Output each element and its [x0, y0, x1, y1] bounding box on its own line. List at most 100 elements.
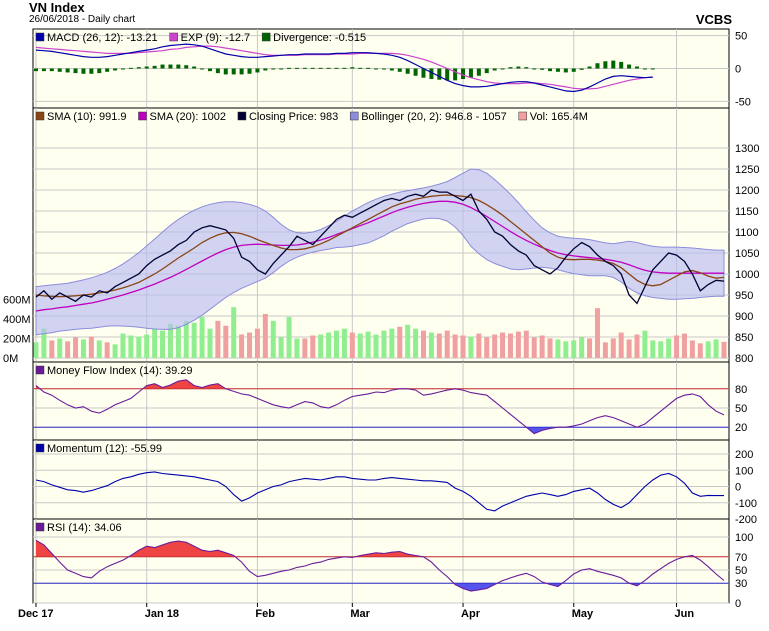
volume-bar — [239, 334, 245, 358]
volume-bar — [484, 337, 490, 358]
y-tick-label: 0 — [735, 64, 741, 76]
volume-bar — [112, 344, 118, 358]
divergence-bar — [231, 68, 236, 75]
legend-label: EXP (9): -12.7 — [181, 32, 251, 44]
y-tick-label: 70 — [735, 552, 747, 564]
y-tick-label: 50 — [735, 31, 747, 43]
volume-bar — [721, 341, 727, 358]
divergence-bar — [413, 68, 418, 76]
panel-frame — [32, 518, 730, 604]
divergence-bar — [619, 61, 624, 69]
divergence-bar — [635, 66, 640, 69]
divergence-bar — [334, 67, 339, 69]
volume-bar — [381, 330, 387, 358]
legend-swatch — [35, 443, 45, 453]
divergence-bar — [587, 66, 592, 69]
x-tick-label: Apr — [461, 608, 481, 620]
volume-bar — [531, 337, 537, 358]
volume-bar — [389, 328, 395, 358]
volume-bar — [579, 337, 585, 358]
legend-swatch — [35, 365, 45, 375]
divergence-bar — [342, 67, 347, 69]
y-tick-label: 30 — [735, 578, 747, 590]
y-tick-label: 50 — [735, 565, 747, 577]
divergence-bar — [492, 68, 497, 71]
divergence-bar — [508, 67, 513, 69]
legend-label: MACD (26, 12): -13.21 — [47, 32, 158, 44]
volume-bar — [136, 336, 142, 358]
divergence-bar — [223, 68, 228, 75]
volume-bar — [286, 316, 292, 358]
volume-bar — [207, 328, 213, 358]
volume-tick-label: 600M — [3, 294, 31, 306]
brand-label: VCBS — [695, 12, 732, 27]
divergence-bar — [73, 68, 78, 74]
divergence-bar — [374, 68, 379, 70]
volume-bar — [666, 338, 672, 358]
y-tick-label: -50 — [735, 96, 751, 108]
divergence-bar — [555, 68, 560, 72]
indicator-line — [35, 379, 725, 435]
volume-tick-label: 400M — [3, 314, 31, 326]
legend-swatch — [518, 111, 528, 121]
y-tick-label: 0 — [735, 482, 741, 494]
volume-bar — [278, 337, 284, 358]
legend-label: Divergence: -0.515 — [273, 32, 366, 44]
volume-bar — [413, 328, 419, 358]
divergence-bar — [160, 64, 165, 69]
x-tick-label: Jun — [675, 608, 695, 620]
divergence-bar — [97, 68, 102, 74]
y-tick-label: 1300 — [735, 143, 759, 155]
volume-bar — [223, 325, 229, 358]
x-tick-label: Dec 17 — [18, 608, 53, 620]
volume-bar — [254, 328, 260, 358]
y-tick-label: 1050 — [735, 248, 759, 260]
volume-bar — [689, 340, 695, 358]
volume-bar — [160, 330, 166, 358]
volume-bar — [674, 335, 680, 358]
divergence-bar — [120, 68, 125, 70]
legend-swatch — [261, 32, 271, 42]
y-tick-label: -200 — [735, 514, 757, 526]
y-tick-label: 100 — [735, 532, 753, 544]
y-tick-label: 850 — [735, 332, 753, 344]
chart-title: VN Index — [29, 0, 85, 15]
x-tick-label: Mar — [350, 608, 370, 620]
volume-bar — [152, 328, 158, 358]
volume-bar — [373, 334, 379, 358]
volume-bar — [341, 328, 347, 358]
volume-bar — [302, 338, 308, 358]
volume-bar — [444, 330, 450, 358]
divergence-bar — [532, 68, 537, 70]
y-tick-label: 950 — [735, 290, 753, 302]
volume-bar — [555, 339, 561, 358]
divergence-bar — [445, 68, 450, 81]
legend-label: Money Flow Index (14): 39.29 — [47, 365, 193, 377]
volume-bar — [128, 335, 134, 358]
divergence-bar — [247, 68, 252, 74]
volume-bar — [183, 320, 189, 358]
volume-bar — [262, 314, 268, 358]
volume-bar — [476, 333, 482, 358]
volume-bar — [231, 307, 237, 358]
volume-bar — [405, 324, 411, 358]
legend-label: Vol: 165.4M — [530, 111, 588, 123]
legend-swatch — [349, 111, 359, 121]
volume-bar — [120, 333, 126, 358]
y-tick-label: 0 — [735, 598, 741, 610]
divergence-bar — [381, 68, 386, 70]
volume-bar — [144, 334, 150, 358]
sma20-line — [35, 200, 724, 312]
volume-tick-label: 0M — [3, 353, 18, 365]
divergence-bar — [453, 68, 458, 81]
divergence-bar — [136, 67, 141, 69]
volume-bar — [191, 322, 197, 358]
closing-price-line — [35, 189, 725, 305]
y-tick-label: 1000 — [735, 269, 759, 281]
volume-bar — [468, 336, 474, 358]
volume-bar — [33, 342, 39, 358]
legend-label: RSI (14): 34.06 — [47, 522, 122, 534]
volume-bar — [697, 343, 703, 358]
legend-swatch — [138, 111, 147, 121]
